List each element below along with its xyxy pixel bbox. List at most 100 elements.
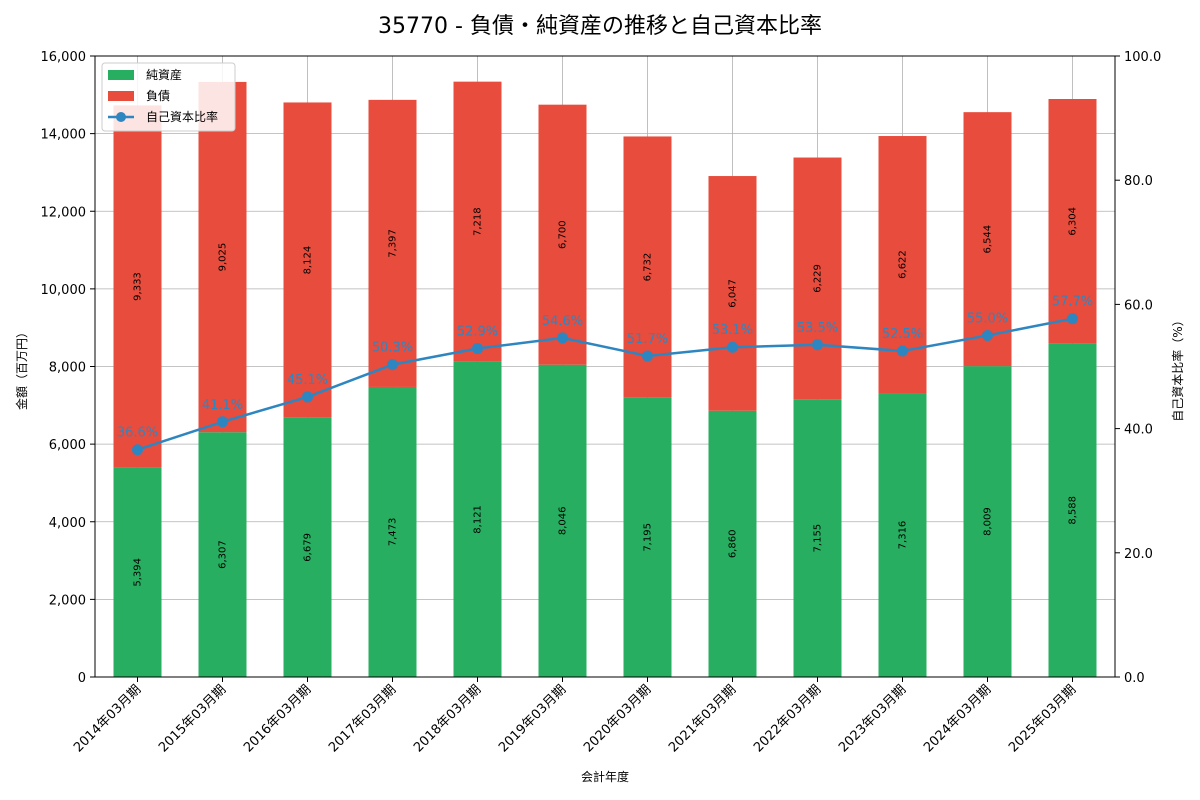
ratio-point — [982, 329, 993, 341]
ratio-point-label: 41.1% — [202, 398, 243, 413]
legend-marker-ratio — [116, 112, 126, 122]
chart-title: 35770 - 負債・純資産の推移と自己資本比率 — [378, 14, 822, 39]
bar-net-assets — [793, 399, 842, 677]
bar-label-liabilities: 8,124 — [303, 246, 314, 275]
plot-frame — [94, 55, 1116, 678]
ratio-point-label: 51.7% — [627, 332, 668, 347]
bar-label-net-assets: 6,307 — [218, 540, 229, 569]
bar-net-assets — [453, 361, 502, 677]
y2-tick-label: 20.0 — [1124, 547, 1153, 562]
bar-liabilities — [283, 102, 332, 418]
x-tick-label: 2014年03月期 — [71, 682, 144, 755]
y2-tick-label: 80.0 — [1124, 174, 1153, 189]
bar-label-net-assets: 8,121 — [473, 505, 484, 534]
bar-liabilities — [198, 81, 247, 433]
axes — [90, 55, 1120, 682]
ratio-point — [727, 341, 738, 353]
legend-swatch-net-assets — [108, 70, 134, 80]
bar-label-net-assets: 7,473 — [388, 518, 399, 547]
x-tick-label: 2021年03月期 — [666, 682, 739, 755]
y2-axis-label: 自己資本比率（%） — [1170, 314, 1185, 421]
bar-label-net-assets: 8,046 — [558, 507, 569, 536]
ratio-point-label: 53.1% — [712, 323, 753, 338]
bar-label-liabilities: 6,700 — [558, 220, 569, 249]
bar-liabilities — [368, 99, 417, 387]
bar-net-assets — [708, 410, 757, 677]
y-tick-label: 12,000 — [41, 205, 87, 220]
x-tick-label: 2016年03月期 — [241, 682, 314, 755]
ratio-point — [217, 416, 228, 428]
legend: 純資産 負債 自己資本比率 — [101, 62, 236, 132]
bar-label-liabilities: 7,218 — [473, 207, 484, 236]
ratio-point-label: 57.7% — [1052, 295, 1093, 310]
bar-label-liabilities: 9,025 — [218, 243, 229, 272]
x-axis-label: 会計年度 — [581, 769, 629, 784]
ratio-point-label: 53.5% — [797, 321, 838, 336]
ratio-polyline — [137, 317, 1073, 451]
x-tick-label: 2023年03月期 — [836, 682, 909, 755]
bar-label-net-assets: 7,195 — [643, 523, 654, 552]
bar-label-liabilities: 6,229 — [813, 264, 824, 293]
y-tick-label: 16,000 — [41, 50, 87, 65]
bar-label-liabilities: 6,047 — [728, 279, 739, 308]
bar-label-liabilities: 6,304 — [1068, 207, 1079, 236]
ratio-point — [1067, 313, 1078, 325]
x-tick-label: 2015年03月期 — [156, 682, 229, 755]
legend-swatch-liabilities — [108, 91, 134, 101]
ratio-point — [472, 342, 483, 354]
bar-net-assets — [283, 417, 332, 677]
grid-lines — [95, 55, 1115, 678]
legend-label-ratio: 自己資本比率 — [146, 109, 218, 124]
bar-label-liabilities: 6,732 — [643, 253, 654, 282]
legend-label-liabilities: 負債 — [146, 88, 170, 103]
ratio-point-label: 54.6% — [542, 314, 583, 329]
x-tick-label: 2024年03月期 — [921, 682, 994, 755]
ratio-point — [557, 332, 568, 344]
bar-net-assets — [368, 386, 417, 677]
bar-liabilities — [453, 81, 502, 362]
y-tick-label: 4,000 — [49, 516, 86, 531]
ratio-line: 36.6% 41.1% 45.1% 50.3% 52.9% 54.6% 51.7% 53.1%… — [117, 295, 1093, 456]
bar-label-net-assets: 8,588 — [1068, 496, 1079, 525]
ratio-point-label: 52.9% — [457, 324, 498, 339]
y2-tick-label: 0.0 — [1124, 671, 1145, 686]
ratio-point-label: 55.0% — [967, 311, 1008, 326]
y-tick-label: 10,000 — [41, 283, 87, 298]
bar-liabilities — [963, 112, 1012, 367]
y-tick-label: 14,000 — [41, 128, 87, 143]
bar-label-liabilities: 9,333 — [133, 272, 144, 301]
ratio-point-label: 45.1% — [287, 373, 328, 388]
bar-label-net-assets: 7,316 — [898, 521, 909, 550]
ratio-point — [302, 391, 313, 403]
legend-frame — [101, 62, 236, 132]
bar-label-liabilities: 6,544 — [983, 225, 994, 254]
x-tick-label: 2019年03月期 — [496, 682, 569, 755]
bar-value-labels: 5,394 9,333 6,307 9,025 6,679 8,124 7,473 7,397… — [133, 207, 1079, 587]
ratio-point — [897, 345, 908, 357]
bar-liabilities — [1048, 99, 1097, 344]
x-tick-label: 2020年03月期 — [581, 682, 654, 755]
bar-liabilities — [793, 157, 842, 400]
y2-tick-label: 100.0 — [1124, 50, 1161, 65]
ratio-point — [642, 350, 653, 362]
x-tick-label: 2025年03月期 — [1006, 682, 1079, 755]
bar-liabilities — [113, 105, 162, 468]
x-tick-label: 2018年03月期 — [411, 682, 484, 755]
bar-net-assets — [878, 393, 927, 677]
ratio-point-label: 52.5% — [882, 327, 923, 342]
bar-liabilities — [708, 176, 757, 411]
ratio-point-label: 36.6% — [117, 426, 158, 441]
bar-label-liabilities: 7,397 — [388, 229, 399, 258]
y2-tick-label: 60.0 — [1124, 298, 1153, 313]
y-axis-label: 金額（百万円） — [14, 326, 29, 410]
bar-net-assets — [623, 397, 672, 677]
ratio-point — [132, 444, 143, 456]
ratio-point — [387, 359, 398, 371]
y-tick-label: 6,000 — [49, 438, 86, 453]
x-tick-label: 2017年03月期 — [326, 682, 399, 755]
y-tick-label: 0 — [78, 671, 86, 686]
bar-net-assets — [1048, 343, 1097, 677]
bar-net-assets — [198, 432, 247, 677]
bar-liabilities — [538, 104, 587, 365]
